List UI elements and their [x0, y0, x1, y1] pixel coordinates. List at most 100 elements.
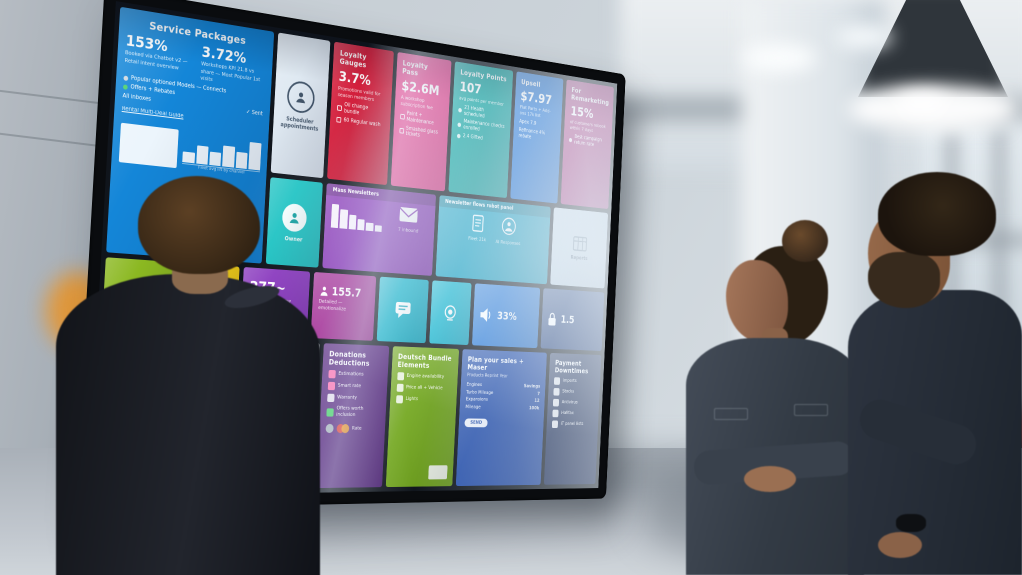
left-man-jacket [56, 274, 320, 575]
table-icon [572, 236, 587, 252]
row-text: Refinance 4% rebate [518, 127, 555, 143]
row-text: Smart rate [338, 383, 362, 390]
bar [183, 151, 195, 163]
row-icon [400, 114, 405, 120]
right-man-beard [868, 252, 940, 308]
tile-value: 33% [497, 310, 517, 322]
webcam-icon [443, 304, 458, 322]
tile-title: Payment Downtimes [555, 359, 596, 376]
footer-text: Rate [352, 426, 362, 432]
bar [248, 142, 261, 171]
bar [223, 146, 236, 168]
card-icon [428, 465, 447, 479]
area-chart-thumb [119, 123, 179, 169]
right-man-hair [878, 172, 996, 256]
tile-loyalty-gauges: Loyalty Gauges 3.7% Promotions valid for… [327, 42, 394, 186]
coin-icon [325, 424, 333, 433]
gift-icon [328, 370, 335, 378]
right-man-hand [878, 532, 922, 558]
row-text: Antivirus [562, 400, 578, 406]
person-right-man [848, 172, 1022, 575]
tile-chat [377, 277, 429, 343]
bar [348, 215, 356, 231]
table-cell: Mileage [465, 403, 481, 411]
tile-value: 1.5 [560, 314, 574, 325]
bar [209, 152, 221, 167]
bar [236, 152, 248, 169]
lamp-icon [396, 396, 403, 404]
ceiling-light [836, 26, 892, 48]
tile-newsletter-flows: Newsletter flows robot panel Fleet 21k A… [436, 195, 551, 284]
tile-reports: Reports [550, 208, 608, 289]
send-button: SEND [464, 418, 487, 427]
tile-donations: Donations Deductions Estimations Smart ra… [316, 343, 389, 488]
tile-lock: 1.5 [540, 288, 604, 351]
table-cell: 100k [529, 405, 540, 412]
tile-caption: 7 inbound [388, 227, 429, 237]
row-text: Apex 7.9 [519, 119, 536, 127]
check-icon: ✓ Sent [246, 110, 263, 118]
list-icon [552, 421, 558, 429]
tile-155: 155.7 Detailed — emotionalize [310, 272, 376, 341]
tile-for-remarketing: For Remarketing 15% of customers rebook … [561, 80, 614, 210]
envelope-icon [399, 206, 419, 224]
woman-hands [744, 466, 796, 492]
bar [366, 222, 374, 231]
shield-icon [327, 394, 334, 402]
tile-loyalty-pass: Loyalty Pass $2.6M A workshop subscripti… [390, 52, 451, 192]
row-text: Stocks [562, 389, 574, 395]
bank-icon [553, 410, 559, 418]
document-icon [471, 214, 484, 232]
row-icon [569, 137, 572, 142]
person-woman [686, 220, 864, 575]
speaker-icon [479, 307, 494, 323]
row-icon [336, 117, 341, 123]
tile-plan-sales: Plan your sales + Maser Products Reprint… [456, 349, 547, 486]
person-circle-icon [501, 217, 517, 237]
tile-sub: Detailed — emotionalize [318, 299, 369, 315]
row-icon [458, 122, 462, 127]
bullet-icon [123, 75, 128, 81]
row-text: Offers worth inclusion [336, 406, 380, 419]
engine-icon [397, 372, 404, 380]
row-icon [337, 105, 342, 111]
bullet-icon [123, 85, 128, 91]
row-icon [399, 128, 404, 134]
tile-mass-newsletters: Mass Newsletters [322, 183, 436, 276]
row-text: Imports [563, 379, 577, 385]
right-man-watch [896, 514, 926, 532]
row-text: IT panel lists [561, 422, 584, 428]
left-man-hair [138, 176, 260, 274]
lock-icon [547, 311, 558, 327]
person-left-man [56, 176, 320, 575]
row-text: Engine availability [407, 374, 445, 381]
note-text: All inboxes [122, 93, 151, 103]
row-text: Best campaign return rate [574, 135, 606, 150]
leaf-icon [326, 408, 334, 416]
woman-shirt-pocket [794, 404, 828, 416]
row-text: Price all + Vehicle [406, 385, 443, 392]
row-text: Halifax [561, 411, 574, 417]
tile-camera [429, 280, 472, 345]
heart-icon [327, 382, 334, 390]
tile-value: 155.7 [331, 286, 361, 299]
tile-scheduler: Scheduler appointments [270, 32, 330, 178]
woman-hair-bun [782, 220, 828, 262]
mastercard-icon [341, 424, 349, 433]
person-circle-icon [287, 80, 316, 115]
ceiling-light [742, 44, 816, 72]
bar-chart [331, 201, 383, 233]
stock-icon [554, 388, 560, 396]
row-text: Paint + Maintenance [406, 111, 443, 128]
tile-upsell: Upsell $7.97 Flat Parts + Add-ons 17k li… [510, 71, 564, 204]
tile-title: Deutsch Bundle Elements [397, 353, 453, 371]
person-icon [319, 284, 329, 297]
table-cell: 7 [537, 391, 540, 398]
tag-icon [396, 384, 403, 392]
bar [331, 204, 340, 229]
bar [357, 219, 365, 231]
tile-speaker: 33% [472, 283, 540, 348]
row-text: Warranty [337, 395, 357, 401]
row-text: 2.4 Gifted [463, 133, 483, 141]
row-text: Estimations [338, 372, 364, 379]
